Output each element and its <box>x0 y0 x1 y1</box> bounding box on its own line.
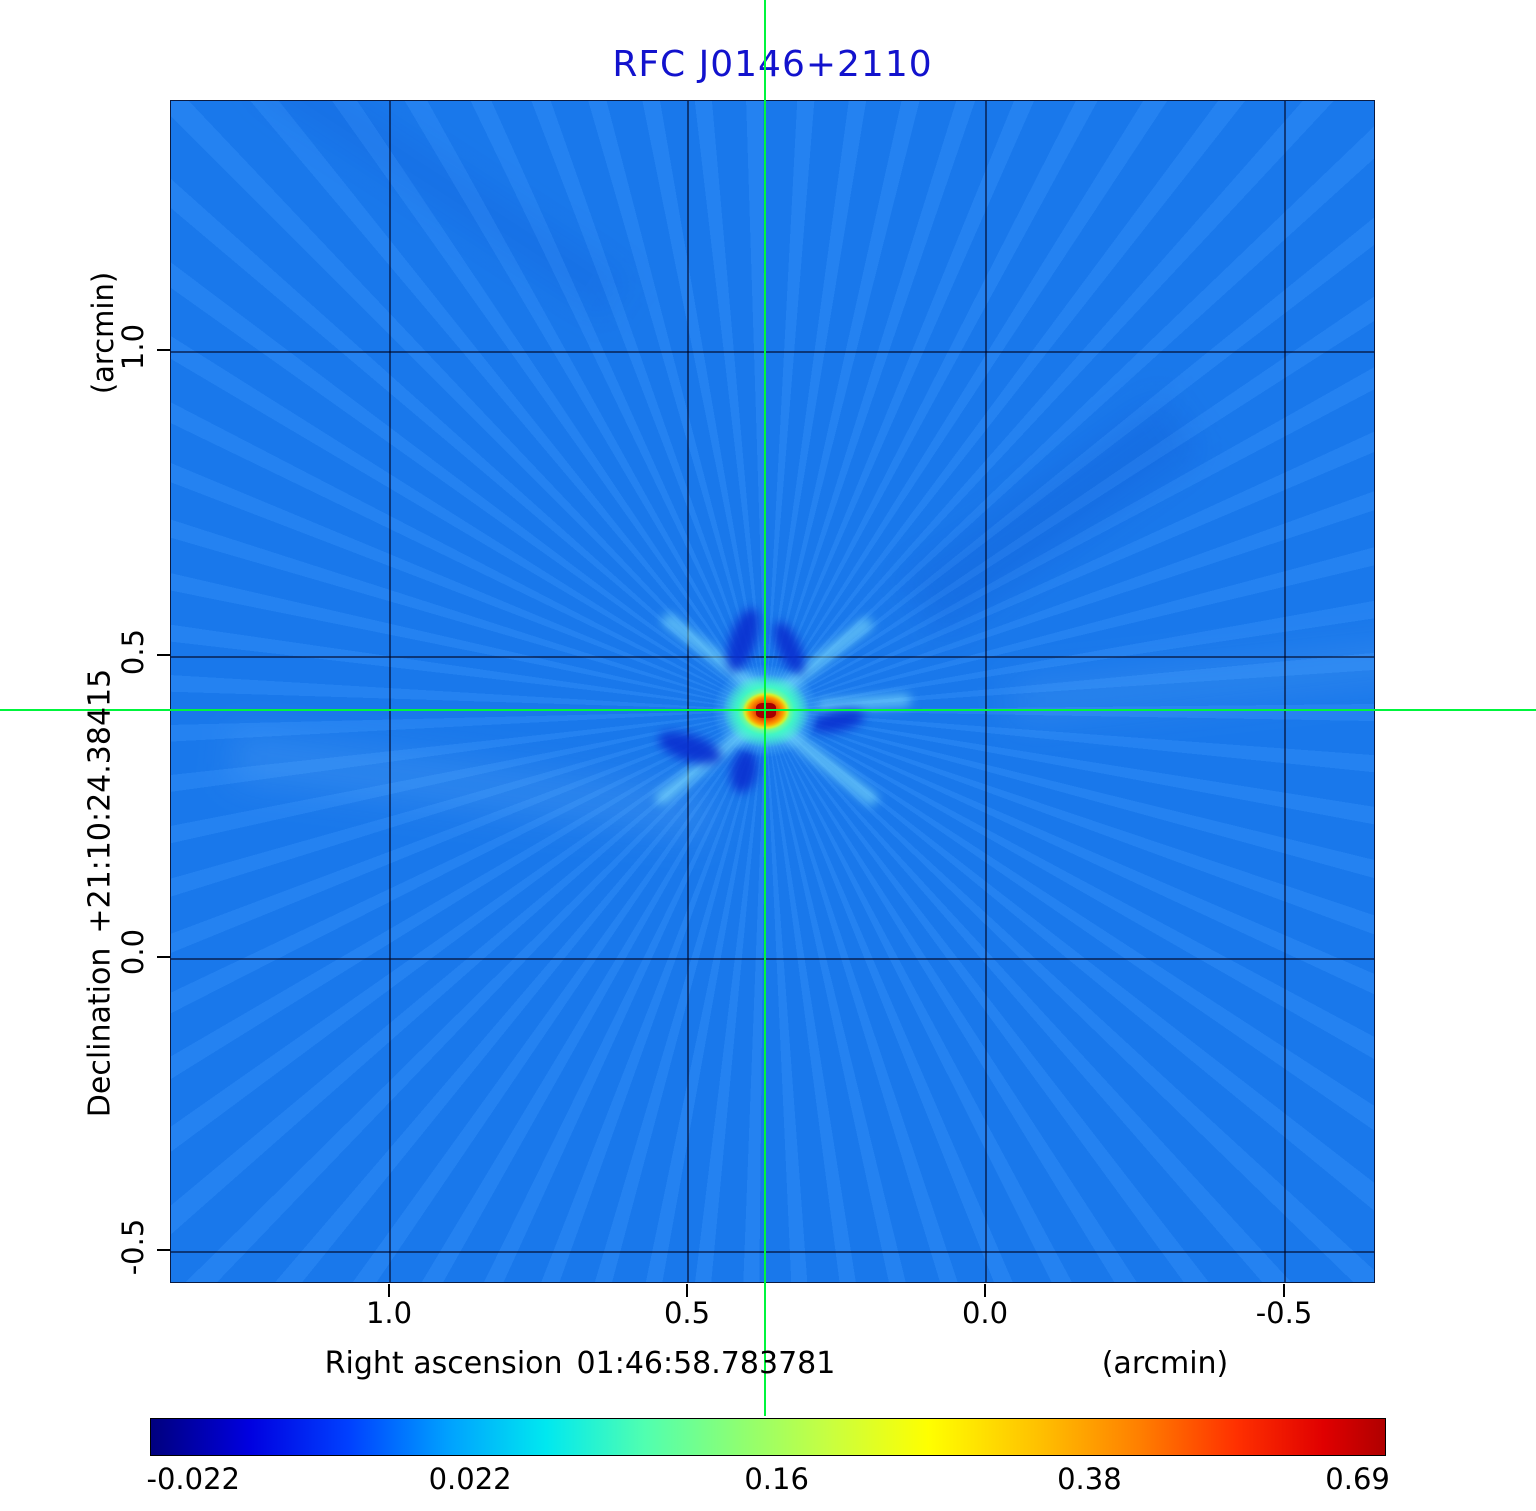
y-axis-unit-label: (arcmin) <box>86 271 120 395</box>
y-tick-label: 1.0 <box>116 323 150 371</box>
colorbar-tick-label: 0.38 <box>1057 1462 1122 1496</box>
y-axis-title-text: Declination <box>82 947 118 1118</box>
x-axis-title: Right ascension 01:46:58.783781 <box>325 1346 836 1381</box>
colorbar-labels: -0.022 0.022 0.16 0.38 0.69 <box>146 1462 1390 1502</box>
gridline-vertical <box>1284 101 1286 1282</box>
crosshair-vertical-line <box>764 0 766 1416</box>
gridline-horizontal <box>171 1251 1374 1253</box>
colorbar-tick-label: -0.022 <box>146 1462 241 1496</box>
gridline-vertical <box>687 101 689 1282</box>
colorbar-tick-label: 0.16 <box>744 1462 809 1496</box>
y-axis-tick <box>157 654 170 656</box>
x-tick-label: -0.5 <box>1255 1296 1313 1330</box>
y-tick-label: 0.5 <box>116 628 150 676</box>
right-ascension-value: 01:46:58.783781 <box>576 1346 836 1381</box>
gridline-horizontal <box>171 958 1374 960</box>
x-axis-tick <box>1283 1284 1285 1297</box>
y-axis-title: Declination +21:10:24.38415 <box>83 669 118 1117</box>
x-axis-tick <box>388 1284 390 1297</box>
y-tick-label: -0.5 <box>116 1218 150 1276</box>
plot-title: RFC J0146+2110 <box>612 44 933 85</box>
x-tick-label: 0.0 <box>961 1296 1009 1330</box>
image-plot-area <box>170 100 1375 1283</box>
declination-value: +21:10:24.38415 <box>82 668 118 934</box>
x-tick-label: 0.5 <box>663 1296 711 1330</box>
y-tick-label: 0.0 <box>116 928 150 976</box>
gridline-vertical <box>389 101 391 1282</box>
crosshair-horizontal-line <box>0 709 1536 711</box>
x-axis-unit-label: (arcmin) <box>1101 1346 1229 1381</box>
colorbar <box>150 1418 1386 1456</box>
x-axis-tick <box>984 1284 986 1297</box>
y-axis-tick <box>157 349 170 351</box>
y-axis-tick <box>157 1249 170 1251</box>
colorbar-tick-label: 0.022 <box>428 1462 512 1496</box>
colorbar-tick-label: 0.69 <box>1325 1462 1390 1496</box>
x-tick-label: 1.0 <box>365 1296 413 1330</box>
gridline-horizontal <box>171 351 1374 353</box>
gridline-vertical <box>985 101 987 1282</box>
x-axis-tick <box>686 1284 688 1297</box>
y-axis-tick <box>157 956 170 958</box>
x-axis-title-text: Right ascension <box>324 1346 563 1381</box>
